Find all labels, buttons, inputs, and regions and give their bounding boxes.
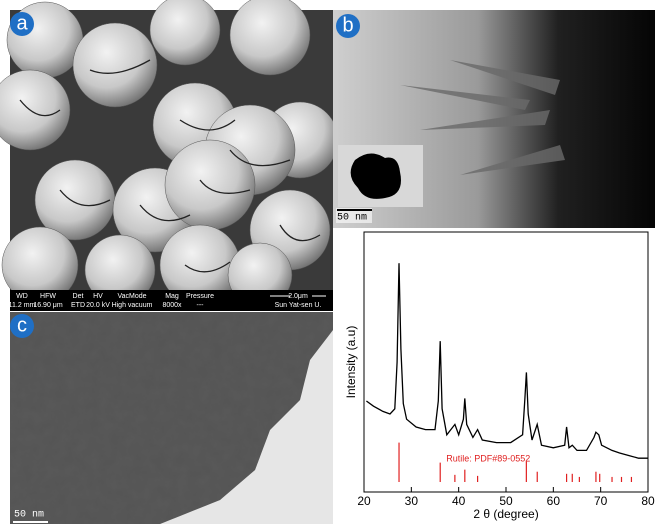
sem-info-value: --- — [197, 302, 205, 309]
sem-info-header: 2.0μm — [288, 293, 308, 300]
sem-info-value: ETD — [71, 302, 85, 309]
panel-label: c — [17, 314, 27, 336]
reference-label: Rutile: PDF#89-0552 — [446, 453, 530, 463]
sem-info-header: HV — [93, 293, 103, 300]
x-tick-label: 30 — [405, 494, 419, 508]
x-axis-label: 2 θ (degree) — [473, 507, 538, 521]
x-tick-label: 20 — [357, 494, 371, 508]
sem-image — [0, 0, 338, 311]
panel-label: a — [16, 12, 28, 34]
x-tick-label: 40 — [452, 494, 466, 508]
sem-info-value: 11.2 mm — [9, 302, 36, 309]
scale-bar-label: 50 nm — [14, 510, 44, 521]
sem-info-header: Det — [73, 293, 84, 300]
tem-image-c — [10, 312, 333, 524]
panel-label: b — [342, 14, 353, 36]
scale-bar-label: 50 nm — [337, 213, 367, 224]
page: {"panel_labels": ["a", "b", "c", "d"], "… — [0, 0, 655, 524]
sem-info-header: VacMode — [117, 293, 146, 300]
figure: 50 nm 50 nm a b c d Intensity (a.u) 2 θ … — [0, 0, 655, 524]
sem-info-value: 16.90 μm — [33, 302, 62, 309]
sem-info-header: WD — [16, 293, 28, 300]
sem-info-value: Sun Yat-sen U. — [275, 302, 322, 309]
sem-info-value: 8000x — [162, 302, 182, 309]
sem-info-header: HFW — [40, 293, 56, 300]
sem-info-header: Pressure — [186, 293, 214, 300]
x-tick-label: 80 — [641, 494, 655, 508]
chart-background — [333, 228, 655, 524]
x-tick-label: 50 — [499, 494, 513, 508]
sem-info-header: Mag — [165, 293, 179, 300]
y-axis-label: Intensity (a.u) — [344, 326, 358, 399]
sem-info-value: High vacuum — [112, 302, 153, 309]
x-tick-label: 60 — [547, 494, 561, 508]
x-tick-label: 70 — [594, 494, 608, 508]
tem-image-b — [333, 10, 655, 228]
sem-info-value: 20.0 kV — [86, 302, 110, 309]
